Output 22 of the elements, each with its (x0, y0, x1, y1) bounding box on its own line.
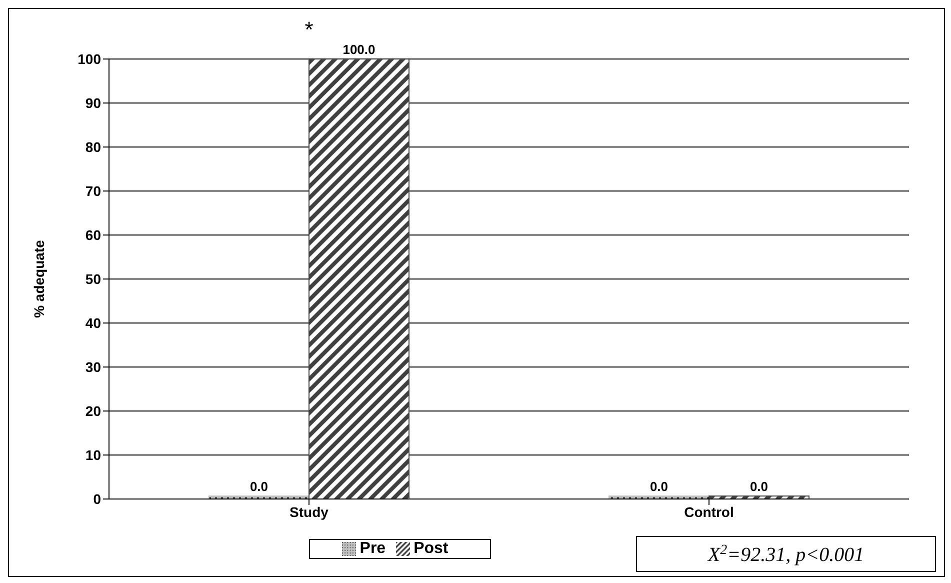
legend-label: Post (414, 540, 448, 557)
statistic-box: X$^{2}$=92.31, p<0.001 (636, 536, 936, 572)
annotation: * (304, 17, 314, 42)
legend-label: Pre (360, 540, 386, 557)
y-tick-label: 20 (85, 402, 102, 419)
y-tick-label: 50 (85, 270, 102, 287)
data-label: 0.0 (250, 479, 268, 494)
y-tick-label: 40 (85, 314, 102, 331)
y-tick-label: 10 (85, 446, 102, 463)
x-tick-label: Control (684, 504, 734, 520)
y-tick-label: 80 (85, 138, 102, 155)
data-label: 0.0 (650, 479, 668, 494)
data-label: 100.0 (342, 42, 376, 57)
y-axis-title: % adequate (30, 240, 47, 318)
y-tick-label: 0 (93, 490, 102, 507)
y-tick-label: 100 (78, 50, 102, 67)
x-tick-label: Study (290, 504, 329, 520)
y-tick-label: 60 (85, 226, 102, 243)
data-label: 0.0 (750, 479, 768, 494)
y-tick-label: 70 (85, 182, 102, 199)
y-tick-label: 90 (85, 94, 102, 111)
y-tick-label: 30 (85, 358, 102, 375)
